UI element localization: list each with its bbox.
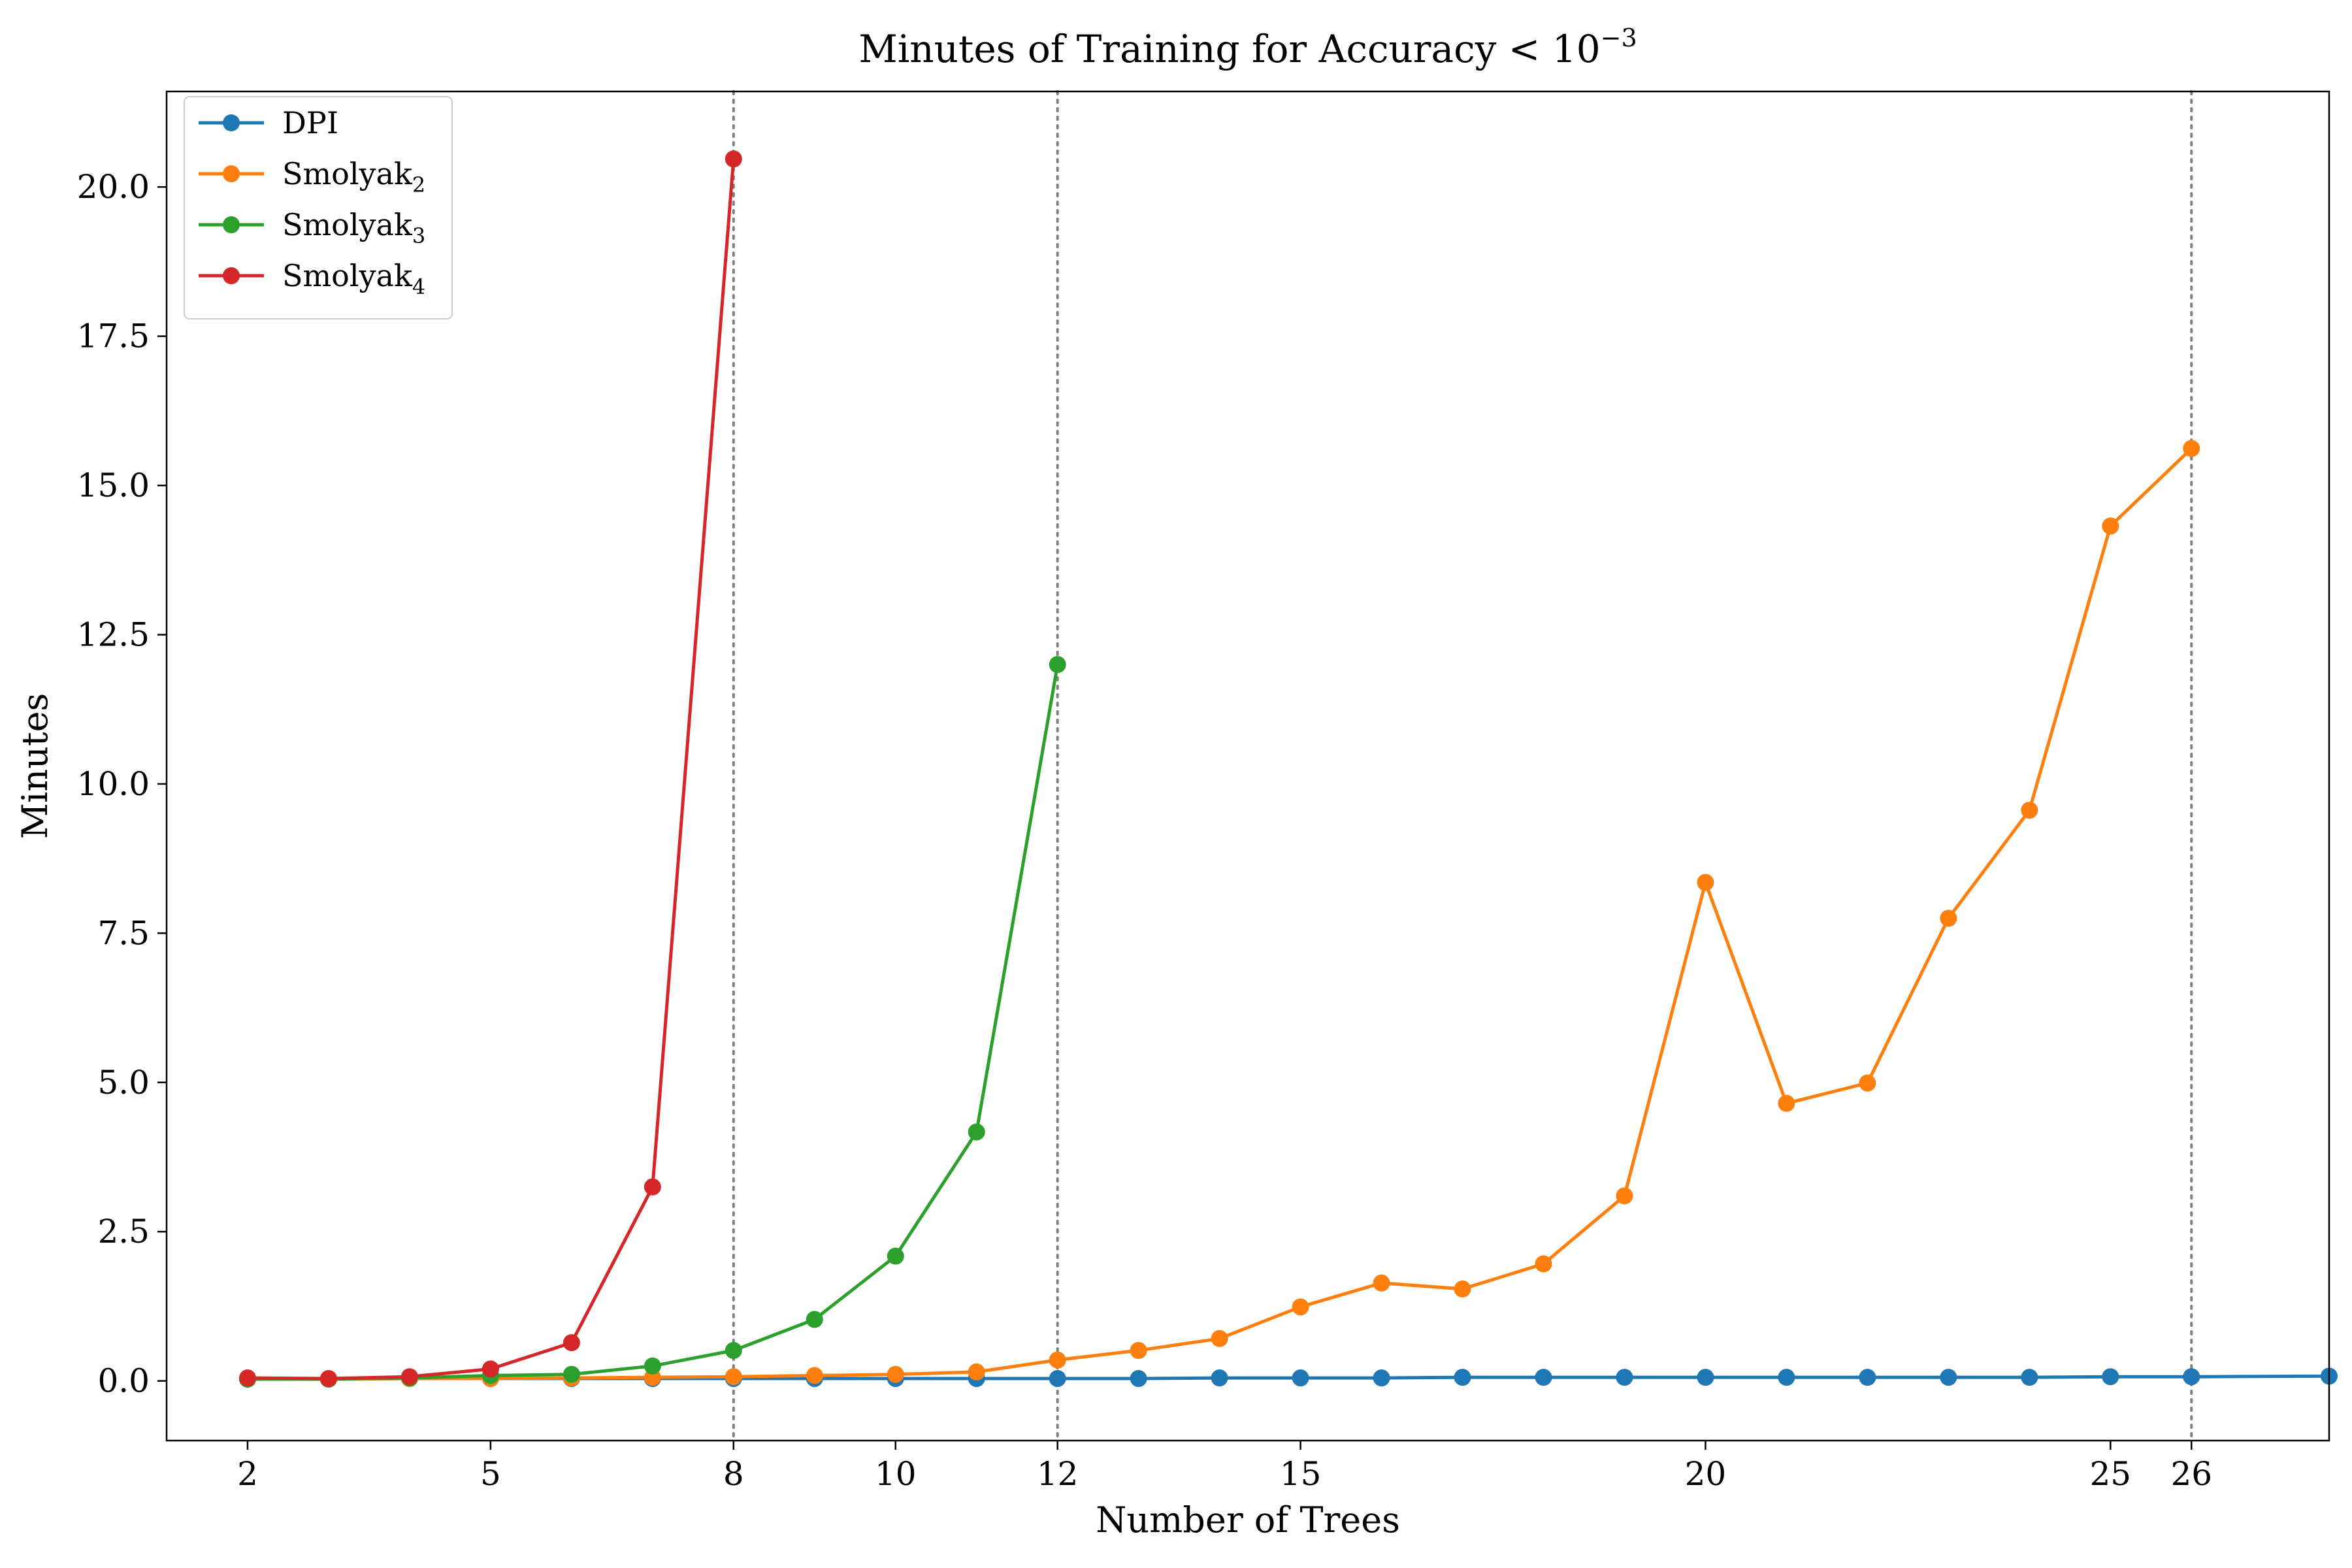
data-point-1-24 xyxy=(2183,440,2200,457)
x-tick-label-26: 26 xyxy=(2170,1455,2212,1493)
chart-title: Minutes of Training for Accuracy < 10−3 xyxy=(858,24,1637,71)
data-point-0-22 xyxy=(2021,1369,2038,1386)
x-axis-ticks: 2 5 8 10 12 15 20 25 26 xyxy=(237,1441,2212,1493)
data-point-1-13 xyxy=(1292,1298,1309,1316)
data-point-3-4 xyxy=(563,1334,580,1352)
data-point-2-6 xyxy=(725,1342,742,1360)
data-point-2-8 xyxy=(887,1247,904,1265)
data-point-3-6 xyxy=(725,150,742,168)
legend-label-3: Smolyak4 xyxy=(282,258,425,299)
data-point-1-14 xyxy=(1373,1274,1390,1292)
data-point-3-5 xyxy=(644,1178,661,1196)
x-tick-label-2: 2 xyxy=(237,1455,258,1493)
y-tick-label-6: 15.0 xyxy=(77,466,150,504)
data-point-2-5 xyxy=(644,1357,661,1375)
x-axis-label: Number of Trees xyxy=(1096,1499,1400,1541)
data-point-3-0 xyxy=(238,1369,256,1387)
x-tick-label-5: 5 xyxy=(480,1455,501,1493)
data-point-1-11 xyxy=(1130,1342,1147,1360)
x-tick-label-12: 12 xyxy=(1037,1455,1079,1493)
chart-title-exponent: −3 xyxy=(1601,24,1637,52)
data-point-1-19 xyxy=(1778,1094,1795,1112)
y-tick-label-3: 7.5 xyxy=(97,914,150,952)
series-3 xyxy=(238,150,742,1387)
data-point-3-1 xyxy=(319,1369,337,1387)
data-point-1-9 xyxy=(968,1363,985,1380)
x-tick-label-15: 15 xyxy=(1280,1455,1322,1493)
series-layer xyxy=(238,150,2338,1388)
data-point-0-23 xyxy=(2102,1368,2119,1386)
legend-label-1: Smolyak2 xyxy=(282,156,425,197)
legend-box xyxy=(184,96,453,319)
data-point-3-2 xyxy=(400,1368,418,1386)
data-point-2-7 xyxy=(806,1311,823,1328)
data-point-1-12 xyxy=(1211,1330,1228,1347)
legend-label-2: Smolyak3 xyxy=(282,207,425,248)
y-tick-label-4: 10.0 xyxy=(77,765,150,803)
data-point-0-20 xyxy=(1859,1369,1876,1386)
data-point-3-3 xyxy=(482,1360,499,1378)
data-point-0-21 xyxy=(1940,1369,1957,1386)
data-point-0-10 xyxy=(1049,1369,1066,1387)
data-point-1-18 xyxy=(1697,874,1714,891)
series-2 xyxy=(238,656,1066,1388)
legend-marker-3 xyxy=(223,267,240,284)
y-tick-label-8: 20.0 xyxy=(77,168,150,206)
x-tick-label-25: 25 xyxy=(2089,1455,2131,1493)
plot-frame xyxy=(165,90,2330,1442)
data-point-0-13 xyxy=(1292,1369,1309,1387)
x-tick-label-8: 8 xyxy=(723,1455,744,1493)
data-point-0-18 xyxy=(1697,1369,1714,1386)
data-point-2-9 xyxy=(968,1123,985,1141)
vertical-reference-lines xyxy=(732,90,2193,1442)
x-tick-label-10: 10 xyxy=(875,1455,917,1493)
data-point-0-11 xyxy=(1130,1369,1147,1387)
y-tick-label-5: 12.5 xyxy=(77,615,150,653)
data-point-1-23 xyxy=(2102,517,2119,535)
data-point-0-12 xyxy=(1211,1369,1228,1387)
y-axis-label: Minutes xyxy=(14,693,56,840)
data-point-1-21 xyxy=(1940,909,1957,927)
legend-marker-0 xyxy=(223,114,240,131)
series-line-1 xyxy=(248,447,2193,1381)
series-1 xyxy=(238,440,2200,1388)
data-point-1-17 xyxy=(1616,1187,1633,1205)
series-line-2 xyxy=(248,664,1060,1381)
legend: DPI Smolyak2 Smolyak3 Smolyak4 xyxy=(184,96,453,319)
data-point-1-8 xyxy=(887,1365,904,1383)
data-point-1-6 xyxy=(725,1368,742,1386)
data-point-1-15 xyxy=(1454,1280,1471,1298)
y-tick-label-1: 2.5 xyxy=(97,1213,150,1250)
y-axis-ticks: 0.0 2.5 5.0 7.5 10.0 12.5 15.0 17.5 20.0 xyxy=(77,168,167,1400)
legend-label-0: DPI xyxy=(282,105,338,140)
data-point-0-19 xyxy=(1778,1369,1795,1386)
data-point-0-15 xyxy=(1454,1369,1471,1386)
y-tick-label-7: 17.5 xyxy=(77,318,150,355)
y-tick-label-0: 0.0 xyxy=(97,1362,150,1400)
data-point-0-24 xyxy=(2183,1368,2200,1386)
x-tick-label-20: 20 xyxy=(1685,1455,1727,1493)
chart-title-main: Minutes of Training for Accuracy < 10 xyxy=(858,27,1600,71)
data-point-2-10 xyxy=(1049,656,1066,674)
data-point-0-14 xyxy=(1373,1369,1390,1387)
y-tick-label-2: 5.0 xyxy=(97,1064,150,1102)
data-point-1-16 xyxy=(1535,1255,1552,1273)
data-point-2-4 xyxy=(563,1365,580,1383)
data-point-1-22 xyxy=(2021,802,2038,819)
series-line-3 xyxy=(247,159,736,1380)
legend-marker-1 xyxy=(223,165,240,182)
data-point-1-10 xyxy=(1049,1351,1066,1369)
legend-marker-2 xyxy=(223,216,240,233)
data-point-1-7 xyxy=(806,1367,823,1384)
data-point-0-16 xyxy=(1535,1369,1552,1386)
data-point-0-17 xyxy=(1616,1369,1633,1386)
data-point-1-20 xyxy=(1859,1074,1876,1092)
